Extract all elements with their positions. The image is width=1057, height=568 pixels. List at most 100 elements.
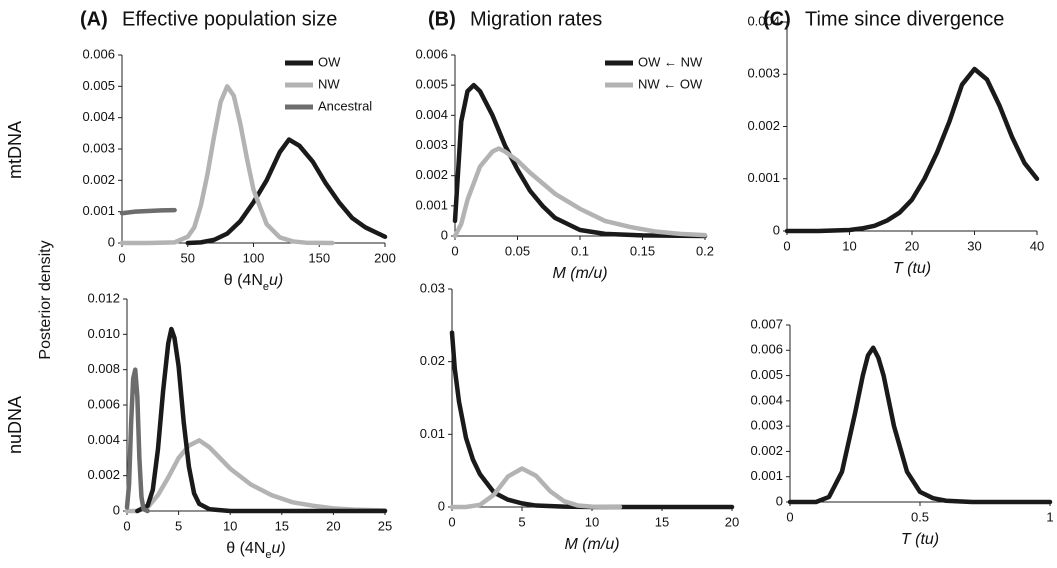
y-tick-label: 0.03 xyxy=(420,280,445,295)
y-tick-label: 0.003 xyxy=(82,140,115,155)
x-axis-label: T (tu) xyxy=(901,531,939,548)
x-tick-label: 150 xyxy=(308,250,330,265)
x-tick-label: 0 xyxy=(786,509,793,524)
x-tick-label: 100 xyxy=(243,250,265,265)
y-tick-label: 0.004 xyxy=(747,13,780,28)
x-axis-label-part: M (m/u) xyxy=(564,536,619,553)
y-tick-label: 0.006 xyxy=(82,46,115,61)
y-tick-label: 0.006 xyxy=(750,342,783,357)
x-tick-label: 20 xyxy=(905,238,919,253)
y-tick-label: 0.004 xyxy=(750,392,783,407)
legend-label: Ancestral xyxy=(318,98,372,113)
legend-label: OW xyxy=(318,54,341,69)
y-tick-label: 0.002 xyxy=(750,443,783,458)
legend-label: NW xyxy=(318,76,340,91)
y-tick-label: 0.003 xyxy=(415,137,448,152)
y-tick-label: 0.001 xyxy=(747,170,780,185)
y-tick-label: 0 xyxy=(108,234,115,249)
density-curve xyxy=(784,66,1040,234)
x-tick-label: 0 xyxy=(448,514,455,529)
x-tick-label: 0 xyxy=(783,238,790,253)
density-curve xyxy=(119,84,335,246)
x-tick-label: 0 xyxy=(118,250,125,265)
x-axis-label: M (m/u) xyxy=(564,536,619,553)
x-tick-label: 0.15 xyxy=(630,243,655,258)
x-tick-label: 10 xyxy=(585,514,599,529)
x-tick-label: 20 xyxy=(725,514,739,529)
y-tick-label: 0 xyxy=(773,222,780,237)
y-tick-label: 0.005 xyxy=(750,367,783,382)
column-title: Effective population size xyxy=(122,8,337,30)
x-axis-label: M (m/u) xyxy=(552,265,607,282)
x-tick-label: 0.1 xyxy=(571,243,589,258)
y-tick-label: 0.005 xyxy=(82,78,115,93)
y-tick-label: 0.002 xyxy=(87,467,120,482)
x-tick-label: 0.05 xyxy=(505,243,530,258)
x-tick-label: 50 xyxy=(181,250,195,265)
x-tick-label: 30 xyxy=(967,238,981,253)
y-tick-label: 0.008 xyxy=(87,361,120,376)
x-axis-label: T (tu) xyxy=(893,260,931,277)
column-label: (A) xyxy=(80,8,108,30)
column-label: (C) xyxy=(763,8,791,30)
y-tick-label: 0.007 xyxy=(750,316,783,331)
x-axis-label-part: T (tu) xyxy=(901,531,939,548)
x-tick-label: 5 xyxy=(518,514,525,529)
y-tick-label: 0.001 xyxy=(750,468,783,483)
y-tick-label: 0.012 xyxy=(87,290,120,305)
density-curve xyxy=(124,367,150,514)
y-tick-label: 0.001 xyxy=(82,203,115,218)
y-tick-label: 0.004 xyxy=(87,432,120,447)
x-axis-label-part: e xyxy=(263,281,269,293)
y-tick-label: 0.002 xyxy=(415,167,448,182)
density-curve xyxy=(449,330,735,510)
x-axis-label-part: T (tu) xyxy=(893,260,931,277)
density-curve xyxy=(787,345,1053,505)
x-tick-label: 0 xyxy=(451,243,458,258)
x-axis-label: θ (4Neu) xyxy=(224,272,283,293)
y-tick-label: 0 xyxy=(113,502,120,517)
x-tick-label: 5 xyxy=(175,518,182,533)
x-axis-label-part: e xyxy=(265,549,271,561)
y-axis-label: Posterior density xyxy=(37,240,54,359)
x-tick-label: 25 xyxy=(378,518,392,533)
y-tick-label: 0 xyxy=(438,498,445,513)
x-tick-label: 15 xyxy=(275,518,289,533)
x-axis-label-part: u) xyxy=(272,540,286,557)
x-axis-label-part: θ (4N xyxy=(224,272,263,289)
x-tick-label: 10 xyxy=(842,238,856,253)
y-tick-label: 0.004 xyxy=(82,109,115,124)
column-title: Time since divergence xyxy=(805,8,1004,30)
x-axis-label: θ (4Neu) xyxy=(226,540,285,561)
y-tick-label: 0.01 xyxy=(420,426,445,441)
legend-label: NW ← OW xyxy=(638,76,703,91)
x-tick-label: 0.5 xyxy=(911,509,929,524)
density-curve xyxy=(185,137,388,246)
y-tick-label: 0.010 xyxy=(87,326,120,341)
y-tick-label: 0.001 xyxy=(415,197,448,212)
legend-label: OW ← NW xyxy=(638,54,703,69)
y-tick-label: 0 xyxy=(441,227,448,242)
x-axis-label-part: u) xyxy=(269,272,283,289)
x-axis-label-part: M (m/u) xyxy=(552,265,607,282)
y-tick-label: 0.02 xyxy=(420,353,445,368)
row-label: mtDNA xyxy=(5,121,25,179)
x-tick-label: 0 xyxy=(123,518,130,533)
x-tick-label: 15 xyxy=(655,514,669,529)
x-tick-label: 10 xyxy=(223,518,237,533)
x-tick-label: 0.2 xyxy=(696,243,714,258)
density-curve xyxy=(452,82,708,239)
y-tick-label: 0.006 xyxy=(87,396,120,411)
x-tick-label: 20 xyxy=(326,518,340,533)
y-tick-label: 0.003 xyxy=(747,66,780,81)
y-tick-label: 0.002 xyxy=(82,172,115,187)
x-tick-label: 200 xyxy=(374,250,396,265)
density-curve xyxy=(135,326,388,514)
density-curve xyxy=(124,438,388,514)
density-curve xyxy=(452,146,708,239)
x-tick-label: 1 xyxy=(1046,509,1053,524)
column-title: Migration rates xyxy=(470,8,602,30)
density-curve xyxy=(119,207,177,216)
y-tick-label: 0 xyxy=(776,493,783,508)
